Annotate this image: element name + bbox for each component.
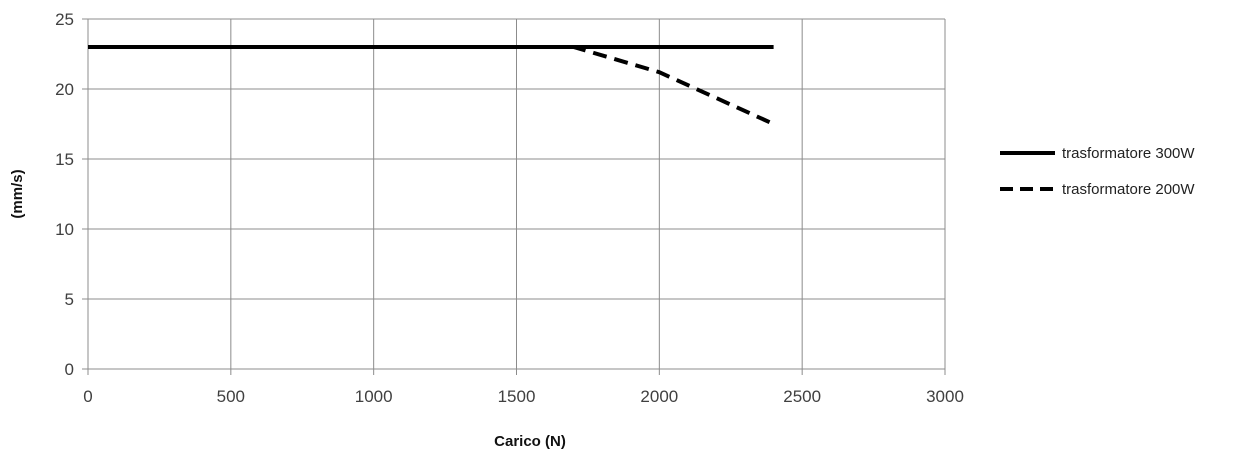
series-lines — [88, 45, 775, 126]
y-tick-label: 5 — [65, 290, 74, 309]
y-tick-label: 25 — [55, 10, 74, 29]
y-tick-label: 20 — [55, 80, 74, 99]
x-tick-label: 2000 — [640, 387, 678, 406]
x-tick-label: 3000 — [926, 387, 964, 406]
series-line-trasformatore-200w — [88, 45, 775, 126]
x-axis-title: Carico (N) — [494, 433, 566, 450]
x-tick-label: 1000 — [355, 387, 393, 406]
legend-label-trasformatore-200w: trasformatore 200W — [1062, 181, 1195, 198]
y-tick-label: 15 — [55, 150, 74, 169]
grid-lines — [82, 18, 946, 375]
legend-label-trasformatore-300w: trasformatore 300W — [1062, 145, 1195, 162]
x-tick-label: 1500 — [498, 387, 536, 406]
x-tick-label: 2500 — [783, 387, 821, 406]
y-tick-label: 0 — [65, 360, 74, 379]
y-axis-title: (mm/s) — [9, 169, 26, 218]
x-tick-label: 500 — [217, 387, 245, 406]
tick-labels: 0 500 1000 1500 2000 2500 3000 0 5 10 15 20 25 — [55, 10, 964, 406]
x-tick-label: 0 — [83, 387, 92, 406]
legend: trasformatore 300W trasformatore 200W — [1000, 145, 1195, 198]
y-tick-label: 10 — [55, 220, 74, 239]
